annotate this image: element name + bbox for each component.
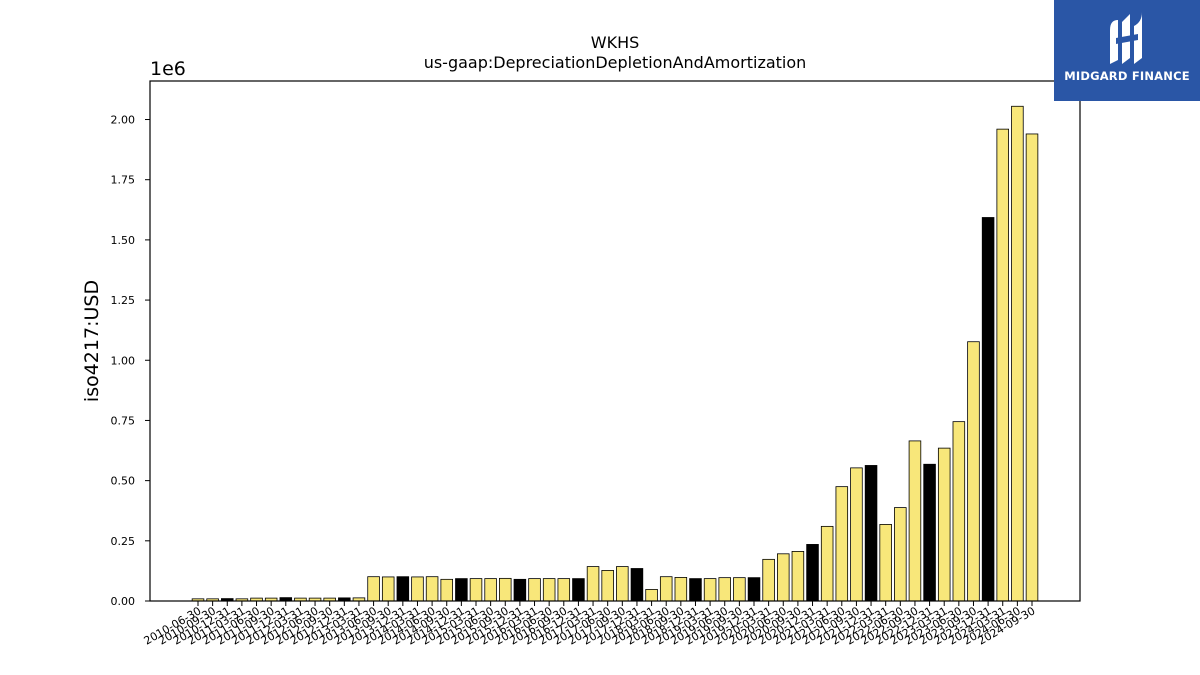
bar-2015-12-31 <box>513 578 527 602</box>
bar-2016-06-30 <box>542 578 556 602</box>
bar-2018-12-31 <box>689 578 702 602</box>
bar-2021-12-31 <box>864 465 878 602</box>
bar-2015-06-30 <box>484 578 497 602</box>
bar-2018-06-30 <box>659 576 673 602</box>
plot-frame <box>149 80 1081 602</box>
bar-2016-09-30 <box>557 578 571 602</box>
y-tick-label: 1.50 <box>111 234 136 247</box>
bar-2017-12-31 <box>630 568 644 602</box>
chart-title: WKHS <box>591 33 640 52</box>
bar-2022-12-31 <box>923 463 936 602</box>
y-tick-label: 0.50 <box>111 475 136 488</box>
y-tick-label: 1.75 <box>111 174 136 187</box>
bar-2016-03-31 <box>528 578 541 602</box>
bar-2020-12-31 <box>806 544 819 602</box>
bar-2013-09-30 <box>381 576 395 602</box>
bar-2013-06-30 <box>367 576 380 602</box>
x-ticks-group: 2010-06-302010-09-302010-12-312011-03-31… <box>142 601 1038 648</box>
bar-2023-12-31 <box>981 217 995 602</box>
bar-2019-12-31 <box>747 577 761 602</box>
y-tick-label: 2.00 <box>111 114 136 127</box>
y-tick-label: 0.25 <box>111 535 136 548</box>
y-tick-label: 0.75 <box>111 414 136 427</box>
midgard-logo: MIDGARD FINANCE <box>1054 0 1200 101</box>
bar-2018-09-30 <box>674 577 688 602</box>
bar-2017-09-30 <box>616 566 629 602</box>
bar-2019-09-30 <box>733 577 746 602</box>
bar-2014-09-30 <box>440 578 453 602</box>
y-axis-label: iso4217:USD <box>81 280 103 402</box>
bar-2015-03-31 <box>469 578 483 602</box>
y-tick-label: 0.00 <box>111 595 136 608</box>
bar-2019-06-30 <box>718 577 731 602</box>
y-ticks-group: 0.00 0.25 0.50 0.75 1.00 1.25 1.50 1.75 2.00 <box>111 114 150 608</box>
bar-2014-06-30 <box>425 576 439 602</box>
bar-2024-03-31 <box>996 128 1009 602</box>
bars-group <box>191 105 1039 602</box>
bar-2014-12-31 <box>455 578 468 602</box>
bar-2022-09-30 <box>908 440 922 602</box>
bar-2023-06-30 <box>952 421 966 602</box>
bar-2019-03-31 <box>703 578 717 602</box>
bar-2023-09-30 <box>967 341 980 602</box>
bar-2016-12-31 <box>572 578 585 602</box>
bar-2017-03-31 <box>586 566 600 602</box>
bar-2021-03-31 <box>820 525 834 602</box>
bar-2023-03-31 <box>937 447 951 602</box>
bar-2024-09-30 <box>1025 133 1039 602</box>
bar-2022-03-31 <box>879 524 892 602</box>
bar-2015-09-30 <box>499 577 512 602</box>
bar-2024-06-30 <box>1011 105 1024 602</box>
y-scale-label: 1e6 <box>150 58 186 80</box>
bar-2020-06-30 <box>777 553 790 602</box>
bar-2020-09-30 <box>791 551 805 602</box>
midgard-logo-icon <box>1110 12 1142 64</box>
y-tick-label: 1.00 <box>111 354 136 367</box>
bar-2014-03-31 <box>411 576 424 602</box>
bar-2013-12-31 <box>396 576 410 602</box>
bar-2022-06-30 <box>894 507 907 602</box>
logo-text: MIDGARD FINANCE <box>1064 69 1190 83</box>
bar-2021-06-30 <box>835 486 849 602</box>
chart-subtitle: us-gaap:DepreciationDepletionAndAmortiza… <box>424 53 807 72</box>
y-tick-label: 1.25 <box>111 294 136 307</box>
bar-2021-09-30 <box>850 467 863 602</box>
bar-2020-03-31 <box>762 558 775 602</box>
bar-2017-06-30 <box>601 570 614 602</box>
bar-2018-03-31 <box>645 589 658 602</box>
